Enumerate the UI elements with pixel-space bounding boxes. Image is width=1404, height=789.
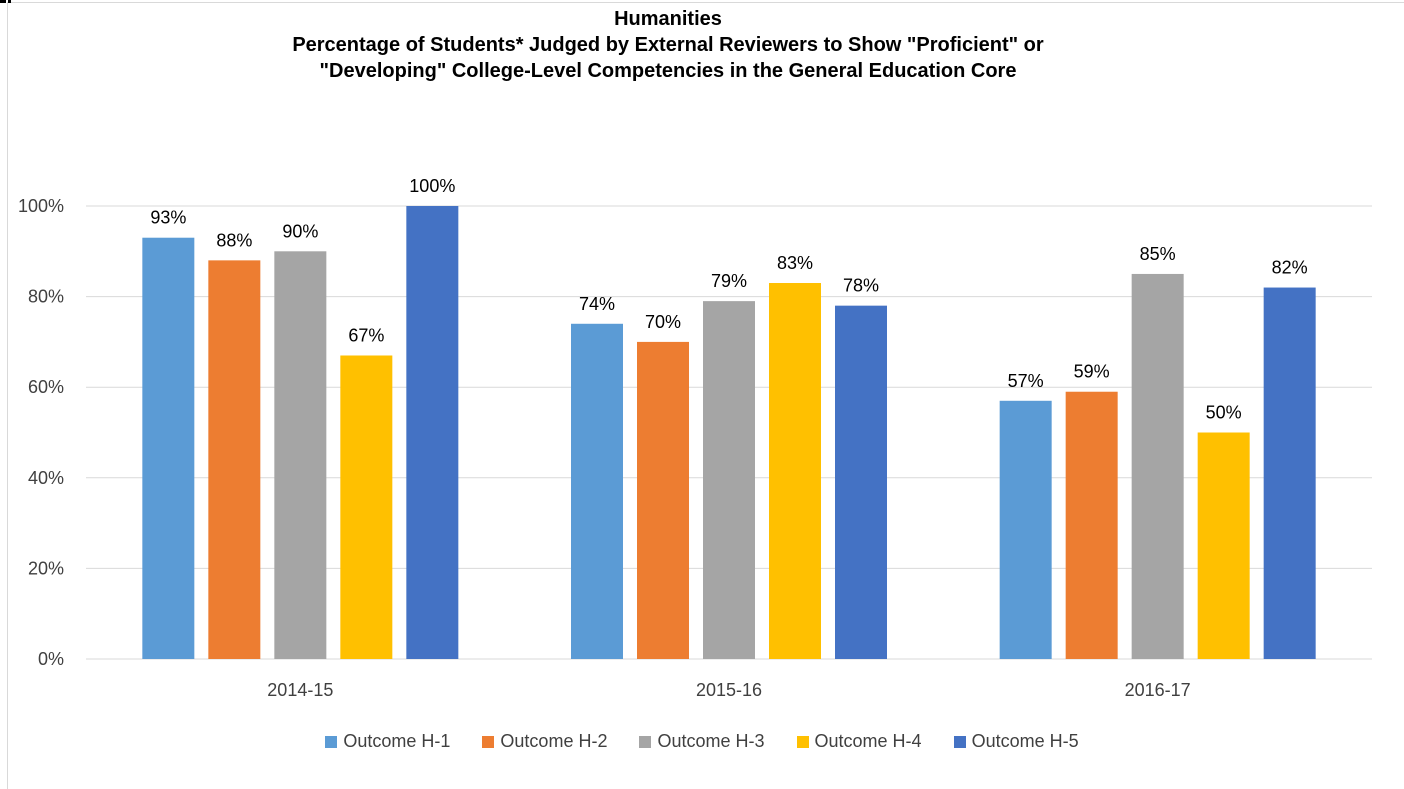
data-label: 90% [282,221,318,241]
y-tick-label: 60% [28,377,64,397]
legend-swatch [796,735,809,748]
chart-title: Humanities [614,8,722,30]
data-label: 100% [409,176,455,196]
y-tick-label: 0% [38,649,64,669]
bar [340,355,393,659]
legend-swatch [325,735,338,748]
chart-legend: Outcome H-1 Outcome H-2 Outcome H-3 Outcome… [0,731,1404,752]
legend-item: Outcome H-3 [639,731,765,752]
bar [274,251,327,660]
data-label: 79% [711,271,747,291]
data-label: 59% [1074,362,1110,382]
x-tick-label: 2014-15 [267,680,333,700]
bar [835,305,887,659]
bar [999,400,1052,659]
corner-mark [0,0,6,3]
legend-item: Outcome H-5 [953,731,1079,752]
legend-label: Outcome H-3 [657,731,765,751]
data-label: 67% [348,325,384,345]
chart-frame-left [7,2,8,789]
data-label: 85% [1140,244,1176,264]
data-label: 70% [645,312,681,332]
legend-label: Outcome H-1 [343,731,451,751]
data-label: 57% [1008,371,1044,391]
legend-item: Outcome H-4 [796,731,922,752]
chart-subtitle-line-1: Percentage of Students* Judged by Extern… [292,34,1044,56]
chart-frame-top [7,2,1404,3]
legend-swatch [482,735,495,748]
bar [637,341,689,659]
legend-label: Outcome H-4 [814,731,922,751]
bar [1197,432,1250,659]
corner-mark [8,0,11,3]
chart-subtitle-line-2: "Developing" College-Level Competencies … [319,60,1017,82]
bar [571,323,623,659]
bar [208,260,261,659]
bar [142,237,195,659]
x-tick-label: 2016-17 [1125,680,1191,700]
legend-swatch [953,735,966,748]
data-label: 82% [1272,258,1308,278]
data-label: 83% [777,253,813,273]
bar [1131,273,1184,659]
bar [769,283,821,659]
data-label: 50% [1206,403,1242,423]
x-tick-label: 2015-16 [696,680,762,700]
legend-item: Outcome H-1 [325,731,450,752]
data-label: 78% [843,276,879,296]
y-tick-label: 100% [18,196,64,216]
legend-label: Outcome H-2 [500,731,608,751]
legend-item: Outcome H-2 [482,731,607,752]
data-label: 74% [579,294,615,314]
legend-label: Outcome H-5 [971,731,1079,751]
bar [1263,287,1316,659]
chart-title-block: Humanities Percentage of Students* Judge… [0,6,1336,84]
bar [703,301,755,659]
data-label: 88% [216,230,252,250]
bar [1065,391,1118,659]
y-tick-label: 40% [28,468,64,488]
bar [406,206,459,659]
y-tick-label: 20% [28,558,64,578]
y-tick-label: 80% [28,287,64,307]
data-label: 93% [150,208,186,228]
legend-swatch [639,735,652,748]
